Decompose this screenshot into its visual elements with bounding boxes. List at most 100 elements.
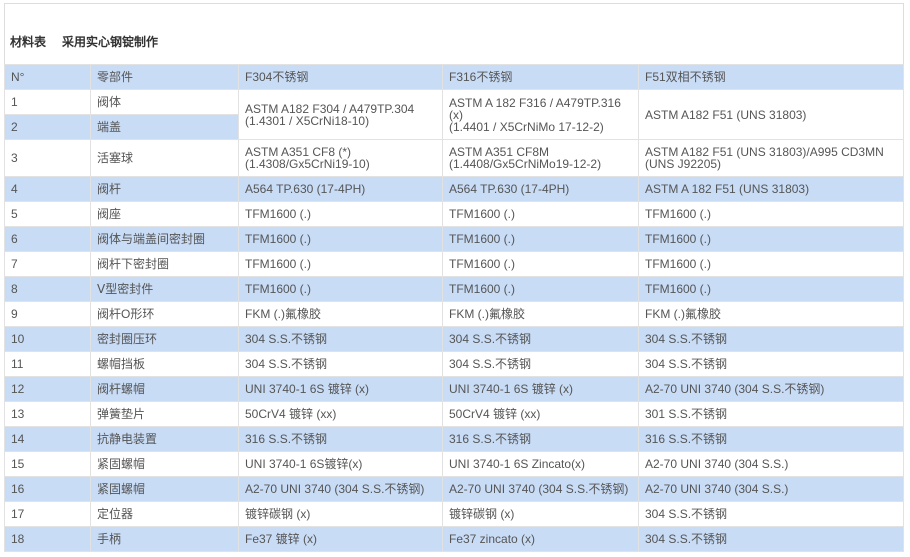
material-cell: 316 S.S.不锈钢 xyxy=(238,426,443,452)
part-name: 阀杆 xyxy=(90,176,239,202)
part-name: 阀杆O形环 xyxy=(90,301,239,327)
row-number: 15 xyxy=(4,451,91,477)
material-text: A564 TP.630 (17-4PH) xyxy=(245,182,366,196)
part-name: 阀体与端盖间密封圈 xyxy=(90,226,239,252)
table-row: 9 阀杆O形环 FKM (.)氟橡胶 FKM (.)氟橡胶 FKM (.)氟橡胶 xyxy=(4,301,904,327)
part-name: 阀座 xyxy=(90,201,239,227)
row-number: 12 xyxy=(4,376,91,402)
material-text: 50CrV4 镀锌 (xx) xyxy=(245,407,337,421)
material-cell: UNI 3740-1 6S 镀锌 (x) xyxy=(442,376,639,402)
material-cell: TFM1600 (.) xyxy=(638,226,904,252)
material-text: Fe37 zincato (x) xyxy=(449,532,536,546)
material-text: TFM1600 (.) xyxy=(245,282,312,296)
material-text: FKM (.)氟橡胶 xyxy=(245,307,321,321)
table-row: 13 弹簧垫片 50CrV4 镀锌 (xx) 50CrV4 镀锌 (xx) 301 S.… xyxy=(4,401,904,427)
material-cell: FKM (.)氟橡胶 xyxy=(638,301,904,327)
table-row: 7 阀杆下密封圈 TFM1600 (.) TFM1600 (.) TFM1600 (.) xyxy=(4,251,904,277)
column-header: F304不锈钢 xyxy=(238,64,443,90)
material-text: 304 S.S.不锈钢 xyxy=(245,357,328,371)
material-text: UNI 3740-1 6S Zincato(x) xyxy=(449,457,586,471)
row-number: 1 xyxy=(4,89,91,115)
material-text: TFM1600 (.) xyxy=(449,207,516,221)
table-title: 材料表 采用实心钢锭制作 xyxy=(10,33,174,50)
part-name: 螺帽挡板 xyxy=(90,351,239,377)
material-text: 镀锌碳钢 (x) xyxy=(449,507,515,521)
material-cell: 304 S.S.不锈钢 xyxy=(638,351,904,377)
material-text: FKM (.)氟橡胶 xyxy=(645,307,721,321)
material-cell: ASTM A 182 F51 (UNS 31803) xyxy=(638,176,904,202)
material-cell: 316 S.S.不锈钢 xyxy=(638,426,904,452)
row-number: 3 xyxy=(4,139,91,177)
table-row: 6 阀体与端盖间密封圈 TFM1600 (.) TFM1600 (.) TFM1600 … xyxy=(4,226,904,252)
material-cell: ASTM A182 F304 / A479TP.304 (1.4301 / X5C… xyxy=(238,89,443,140)
material-text: (1.4301 / X5CrNi18-10) xyxy=(245,113,370,128)
material-text: (1.4408/Gx5CrNiMo19-12-2) xyxy=(449,157,602,171)
part-name: 弹簧垫片 xyxy=(90,401,239,427)
table-row: 8 Ⅴ型密封件 TFM1600 (.) TFM1600 (.) TFM1600 (.) xyxy=(4,276,904,302)
material-cell: TFM1600 (.) xyxy=(442,276,639,302)
part-name: 阀体 xyxy=(90,89,239,115)
material-cell: ASTM A182 F51 (UNS 31803)/A995 CD3MN (UNS… xyxy=(638,139,904,177)
table-row: 15 紧固螺帽 UNI 3740-1 6S镀锌(x) UNI 3740-1 6S Zi… xyxy=(4,451,904,477)
table-row: 1 阀体 ASTM A182 F304 / A479TP.304 (1.4301 / … xyxy=(4,89,904,140)
part-name: 定位器 xyxy=(90,501,239,527)
material-text: (UNS J92205) xyxy=(645,157,722,171)
row-number: 9 xyxy=(4,301,91,327)
material-text: 304 S.S.不锈钢 xyxy=(645,357,728,371)
table-header-row: N° 零部件 F304不锈钢 F316不锈钢 F51双相不锈钢 xyxy=(4,64,904,90)
material-cell: 304 S.S.不锈钢 xyxy=(238,351,443,377)
materials-table: N° 零部件 F304不锈钢 F316不锈钢 F51双相不锈钢 1 阀体 ASTM A182… xyxy=(4,64,904,552)
table-row: 10 密封圈压环 304 S.S.不锈钢 304 S.S.不锈钢 304 S.S.不锈钢 xyxy=(4,326,904,352)
material-text: A2-70 UNI 3740 (304 S.S.不锈钢) xyxy=(449,482,629,496)
material-cell: Fe37 zincato (x) xyxy=(442,526,639,552)
material-cell: 304 S.S.不锈钢 xyxy=(442,326,639,352)
part-name: 紧固螺帽 xyxy=(90,476,239,502)
material-cell: FKM (.)氟橡胶 xyxy=(442,301,639,327)
title-subtitle: 采用实心钢锭制作 xyxy=(62,35,159,49)
row-number: 6 xyxy=(4,226,91,252)
material-text: 镀锌碳钢 (x) xyxy=(245,507,311,521)
column-header: 零部件 xyxy=(90,64,239,90)
material-text: 316 S.S.不锈钢 xyxy=(645,432,728,446)
material-text: ASTM A182 F51 (UNS 31803)/A995 CD3MN xyxy=(645,145,884,159)
material-cell: 镀锌碳钢 (x) xyxy=(238,501,443,527)
material-cell: TFM1600 (.) xyxy=(238,251,443,277)
material-text: A2-70 UNI 3740 (304 S.S.不锈钢) xyxy=(645,382,825,396)
material-text: 301 S.S.不锈钢 xyxy=(645,407,728,421)
material-text: TFM1600 (.) xyxy=(449,257,516,271)
material-cell: UNI 3740-1 6S镀锌(x) xyxy=(238,451,443,477)
material-text: 50CrV4 镀锌 (xx) xyxy=(449,407,541,421)
material-text: TFM1600 (.) xyxy=(245,207,312,221)
material-cell: TFM1600 (.) xyxy=(638,251,904,277)
table-row: 16 紧固螺帽 A2-70 UNI 3740 (304 S.S.不锈钢) A2-70 … xyxy=(4,476,904,502)
material-text: UNI 3740-1 6S 镀锌 (x) xyxy=(449,382,574,396)
row-number: 18 xyxy=(4,526,91,552)
row-number: 4 xyxy=(4,176,91,202)
row-number: 14 xyxy=(4,426,91,452)
material-text: ASTM A351 CF8M xyxy=(449,145,550,159)
material-text: TFM1600 (.) xyxy=(645,257,712,271)
table-row: 14 抗静电装置 316 S.S.不锈钢 316 S.S.不锈钢 316 S.S.不锈钢 xyxy=(4,426,904,452)
material-text: (x) xyxy=(449,107,463,122)
material-cell: TFM1600 (.) xyxy=(238,201,443,227)
material-text: 304 S.S.不锈钢 xyxy=(645,332,728,346)
material-cell: ASTM A351 CF8 (*) (1.4308/Gx5CrNi19-10) xyxy=(238,139,443,177)
material-cell: A564 TP.630 (17-4PH) xyxy=(238,176,443,202)
part-name: 活塞球 xyxy=(90,139,239,177)
material-cell: A2-70 UNI 3740 (304 S.S.不锈钢) xyxy=(442,476,639,502)
part-name: 紧固螺帽 xyxy=(90,451,239,477)
part-name: 密封圈压环 xyxy=(90,326,239,352)
material-text: A2-70 UNI 3740 (304 S.S.不锈钢) xyxy=(245,482,425,496)
material-cell: A2-70 UNI 3740 (304 S.S.不锈钢) xyxy=(238,476,443,502)
row-number: 17 xyxy=(4,501,91,527)
material-text: FKM (.)氟橡胶 xyxy=(449,307,525,321)
material-cell: TFM1600 (.) xyxy=(238,276,443,302)
row-number: 8 xyxy=(4,276,91,302)
row-number: 13 xyxy=(4,401,91,427)
material-cell: UNI 3740-1 6S 镀锌 (x) xyxy=(238,376,443,402)
material-cell: 镀锌碳钢 (x) xyxy=(442,501,639,527)
material-text: A2-70 UNI 3740 (304 S.S.) xyxy=(645,482,789,496)
table-row: 5 阀座 TFM1600 (.) TFM1600 (.) TFM1600 (.) xyxy=(4,201,904,227)
material-cell: ASTM A182 F51 (UNS 31803) xyxy=(638,89,904,140)
material-text: 304 S.S.不锈钢 xyxy=(645,532,728,546)
